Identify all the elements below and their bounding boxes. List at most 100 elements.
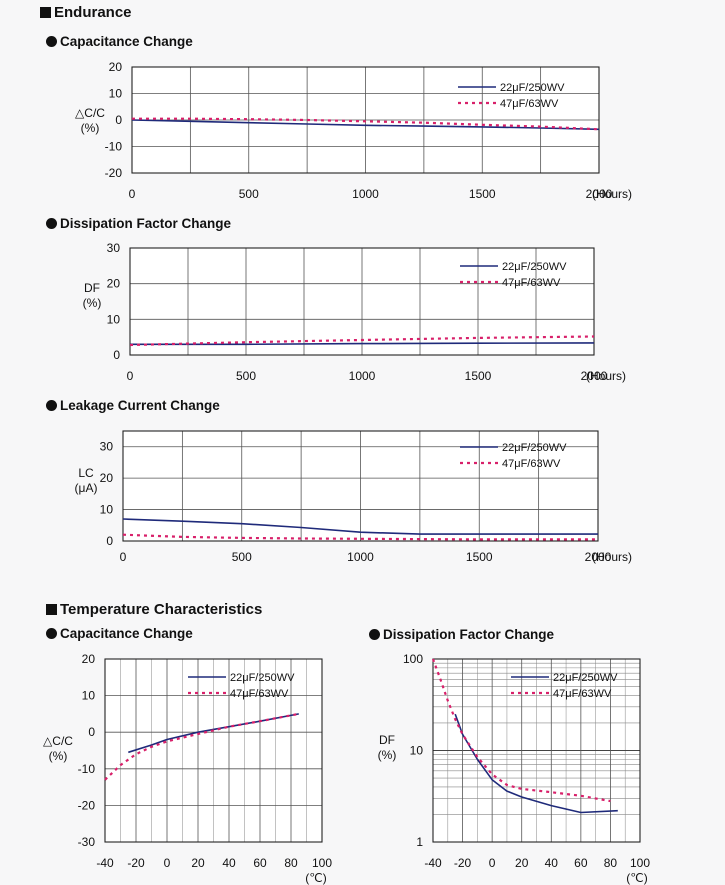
endurance_df-y-axis-label: (%) [83, 296, 102, 310]
endurance_lc-ytick-label: 30 [100, 440, 114, 454]
endurance_df-x-unit-label: (Hours) [586, 369, 626, 383]
endurance_cap-xtick-label: 2000 [586, 187, 613, 201]
endurance_df-legend-label: 22μF/250WV [502, 261, 567, 273]
endurance_df-xtick-label: 2000 [581, 369, 608, 383]
endurance_df-xtick-label: 0 [127, 369, 134, 383]
round-bullet-icon [46, 628, 57, 639]
round-bullet-icon [46, 400, 57, 411]
endurance_lc-xtick-label: 1500 [466, 550, 493, 564]
temp_cap-legend-label: 22μF/250WV [230, 672, 295, 684]
temp_cap-ytick-label: 20 [82, 652, 96, 666]
endurance_cap-ytick-label: -20 [105, 166, 123, 180]
temp_df-ytick-label: 1 [416, 835, 423, 849]
endurance-df-title: Dissipation Factor Change [46, 216, 231, 231]
temp_cap-y-axis-label: (%) [49, 749, 68, 763]
endurance_df-legend-label: 47μF/63WV [502, 277, 561, 289]
endurance_df-series-a-line [130, 342, 595, 346]
endurance_cap-y-axis-label: △C/C [75, 106, 105, 120]
temp_cap-y-axis-label: △C/C [43, 734, 73, 748]
endurance_cap-series-b-line [132, 117, 600, 131]
endurance_lc-legend-label: 47μF/63WV [502, 458, 561, 470]
temp_df-series-b-line [431, 658, 611, 803]
endurance_df-series-b-line [129, 335, 595, 347]
temp_cap-ytick-label: 0 [88, 725, 95, 739]
endurance_lc-ytick-label: 10 [100, 503, 114, 517]
temp_cap-ytick-label: -30 [78, 835, 96, 849]
endurance_cap-xtick-label: 1000 [352, 187, 379, 201]
endurance_cap-legend-label: 47μF/63WV [500, 98, 559, 110]
endurance_lc-legend-label: 22μF/250WV [502, 442, 567, 454]
endurance_df-ytick-label: 0 [113, 348, 120, 362]
temp_cap-legend-label: 47μF/63WV [230, 688, 289, 700]
endurance_cap-x-unit-label: (Hours) [592, 187, 632, 201]
endurance_df-frame [129, 247, 595, 356]
temp_df-ytick-label: 10 [410, 744, 424, 758]
temp_cap-xtick-label: 100 [312, 856, 332, 870]
endurance_df-xtick-label: 1500 [465, 369, 492, 383]
temp_df-xtick-label: 40 [545, 856, 559, 870]
temp_df-xtick-label: 0 [489, 856, 496, 870]
endurance_cap-y-axis-label: (%) [81, 121, 100, 135]
endurance_cap-xtick-label: 0 [129, 187, 136, 201]
temp_df-xtick-label: 60 [574, 856, 588, 870]
endurance_cap-legend-label: 22μF/250WV [500, 82, 565, 94]
temp_cap-ytick-label: -20 [78, 798, 96, 812]
temp_cap-ytick-label: 10 [82, 689, 96, 703]
endurance_lc-xtick-label: 1000 [347, 550, 374, 564]
temp_df-xtick-label: -20 [454, 856, 472, 870]
endurance_lc-frame [122, 430, 599, 542]
temp_df-xtick-label: 20 [515, 856, 529, 870]
endurance_lc-ytick-label: 20 [100, 471, 114, 485]
temp_cap-xtick-label: 0 [164, 856, 171, 870]
endurance_lc-xtick-label: 0 [120, 550, 127, 564]
temp_cap-xtick-label: 80 [284, 856, 298, 870]
endurance_lc-ytick-label: 0 [106, 534, 113, 548]
endurance_lc-xtick-label: 2000 [585, 550, 612, 564]
temp_cap-xtick-label: 40 [222, 856, 236, 870]
temp_df-series-a-line [454, 713, 618, 814]
endurance_lc-y-axis-label: LC [78, 466, 94, 480]
temp_df-legend-label: 22μF/250WV [553, 672, 618, 684]
round-bullet-icon [46, 218, 57, 229]
temperature-heading: Temperature Characteristics [46, 601, 262, 618]
temp_df-ytick-label: 100 [403, 652, 423, 666]
temp_df-xtick-label: 80 [604, 856, 618, 870]
endurance_cap-xtick-label: 500 [239, 187, 259, 201]
temp_cap-x-unit-label: (℃) [305, 871, 326, 885]
endurance_lc-series-a-line [122, 518, 598, 535]
temp_df-x-unit-label: (℃) [626, 871, 647, 885]
endurance_cap-ytick-label: 10 [109, 87, 123, 101]
temp_df-legend-label: 47μF/63WV [553, 688, 612, 700]
temp_df-frame [432, 658, 641, 843]
temp_df-y-axis-label: (%) [378, 748, 397, 762]
endurance_lc-series-b-line [122, 533, 598, 541]
endurance_cap-ytick-label: -10 [105, 140, 123, 154]
round-bullet-icon [369, 629, 380, 640]
endurance-heading: Endurance [40, 4, 132, 21]
endurance_lc-xtick-label: 500 [232, 550, 252, 564]
endurance_lc-x-unit-label: (Hours) [592, 550, 632, 564]
endurance_cap-ytick-label: 0 [115, 113, 122, 127]
endurance_df-ytick-label: 10 [107, 312, 121, 326]
temp_df-xtick-label: 100 [630, 856, 650, 870]
endurance_lc-y-axis-label: (μA) [75, 481, 98, 495]
round-bullet-icon [46, 36, 57, 47]
temp_cap-frame [104, 658, 323, 843]
square-bullet-icon [40, 7, 51, 18]
endurance_cap-ytick-label: 20 [109, 60, 123, 74]
temp_df-xtick-label: -40 [424, 856, 442, 870]
temp_cap-ytick-label: -10 [78, 762, 96, 776]
endurance_df-ytick-label: 20 [107, 277, 121, 291]
endurance_df-xtick-label: 500 [236, 369, 256, 383]
square-bullet-icon [46, 604, 57, 615]
endurance-cap-title: Capacitance Change [46, 34, 193, 49]
endurance-lc-title: Leakage Current Change [46, 398, 220, 413]
temp-cap-title: Capacitance Change [46, 626, 193, 641]
temp_cap-xtick-label: -40 [96, 856, 114, 870]
endurance_cap-xtick-label: 1500 [469, 187, 496, 201]
temp_cap-xtick-label: 60 [253, 856, 267, 870]
temp_cap-xtick-label: 20 [191, 856, 205, 870]
endurance_df-y-axis-label: DF [84, 281, 100, 295]
endurance_df-ytick-label: 30 [107, 241, 121, 255]
